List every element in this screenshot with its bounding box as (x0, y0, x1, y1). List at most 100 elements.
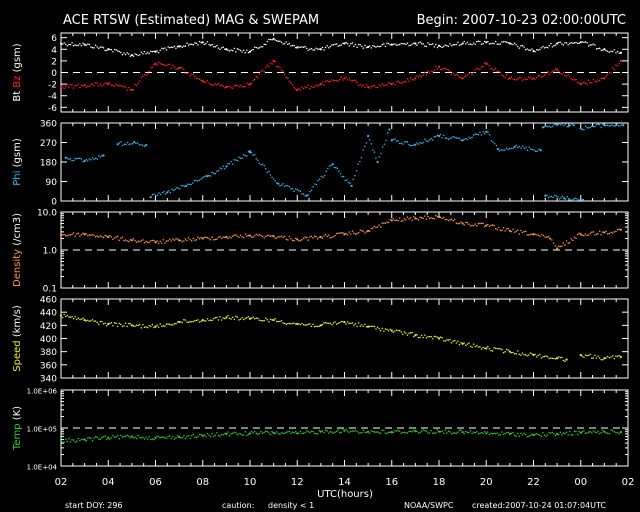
data-dot (118, 322, 121, 325)
data-dot (143, 74, 146, 76)
data-dot (76, 233, 78, 235)
data-dot (553, 357, 555, 360)
data-dot (572, 78, 574, 81)
data-dot (435, 135, 437, 138)
data-dot (425, 336, 428, 339)
data-dot (288, 185, 291, 188)
data-dot (179, 239, 182, 242)
data-dot (513, 42, 516, 44)
data-dot (197, 236, 199, 238)
data-dot (397, 44, 399, 46)
data-dot (357, 163, 359, 165)
data-dot (416, 333, 418, 336)
data-dot (394, 330, 396, 332)
figure-title: ACE RTSW (Estimated) MAG & SWEPAM (63, 13, 319, 28)
data-dot (68, 158, 70, 161)
data-dot (439, 216, 442, 218)
data-dot (477, 432, 480, 435)
data-dot (537, 75, 539, 77)
data-dot (309, 431, 311, 434)
x-tick-label: 20 (480, 477, 493, 488)
data-dot (384, 84, 387, 86)
data-dot (457, 74, 459, 76)
data-dot (515, 79, 517, 81)
data-dot (126, 141, 129, 144)
data-dot (241, 51, 243, 53)
data-dot (454, 43, 456, 46)
data-dot (383, 84, 385, 87)
data-dot (398, 329, 401, 332)
data-dot (463, 224, 465, 226)
data-dot (397, 219, 399, 222)
data-dot (90, 46, 92, 48)
data-dot (424, 429, 426, 432)
data-dot (255, 46, 258, 49)
data-dot (176, 45, 179, 48)
data-dot (285, 323, 287, 325)
data-dot (566, 195, 569, 198)
data-dot (521, 145, 524, 147)
data-dot (569, 124, 572, 127)
data-dot (460, 341, 462, 344)
data-dot (91, 233, 94, 236)
data-dot (172, 435, 174, 438)
data-dot (531, 78, 533, 80)
data-dot (148, 52, 150, 55)
data-dot (77, 317, 80, 319)
data-dot (228, 434, 231, 437)
data-dot (557, 41, 560, 44)
data-dot (277, 235, 280, 238)
data-dot (571, 123, 573, 125)
data-dot (610, 356, 612, 358)
data-dot (360, 156, 363, 159)
data-dot (610, 429, 612, 431)
data-dot (85, 44, 87, 46)
data-dot (353, 324, 355, 326)
data-dot (362, 149, 364, 151)
data-dot (120, 323, 122, 326)
data-dot (195, 77, 198, 79)
data-dot (487, 345, 489, 348)
data-dot (174, 188, 176, 190)
data-dot (494, 432, 497, 435)
data-point (541, 126, 545, 129)
data-point (513, 145, 516, 148)
data-dot (346, 430, 349, 432)
data-dot (110, 84, 113, 87)
data-dot (129, 436, 132, 439)
data-dot (183, 45, 185, 47)
data-dot (339, 172, 342, 175)
data-dot (499, 229, 502, 232)
data-dot (301, 322, 303, 325)
data-dot (167, 323, 169, 325)
data-point (185, 184, 188, 187)
data-dot (378, 327, 380, 330)
data-dot (328, 80, 330, 83)
data-dot (598, 357, 601, 359)
y-axis-label-part: (K) (12, 406, 23, 424)
data-point (390, 43, 393, 46)
x-tick-label: 18 (433, 477, 446, 488)
data-dot (192, 237, 195, 240)
data-dot (219, 84, 221, 87)
data-dot (578, 232, 580, 235)
data-dot (98, 154, 100, 157)
data-dot (77, 232, 80, 234)
data-dot (400, 142, 402, 144)
data-dot (495, 144, 498, 147)
data-dot (505, 41, 508, 44)
data-dot (446, 137, 448, 139)
data-dot (595, 81, 598, 83)
data-dot (496, 347, 499, 350)
data-dot (557, 356, 560, 358)
data-dot (488, 347, 491, 350)
data-dot (68, 86, 70, 88)
data-dot (194, 75, 196, 77)
data-dot (392, 431, 395, 434)
data-dot (581, 355, 584, 357)
data-dot (126, 240, 128, 242)
data-dot (214, 83, 217, 85)
data-dot (265, 167, 267, 170)
data-dot (531, 353, 533, 355)
data-dot (447, 430, 450, 432)
